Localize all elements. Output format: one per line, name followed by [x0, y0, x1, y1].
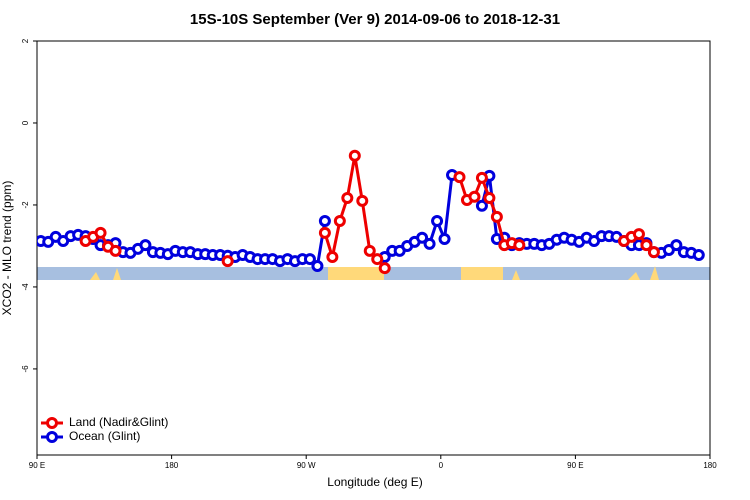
data-point — [333, 214, 346, 227]
data-point — [483, 191, 496, 204]
data-point — [326, 251, 339, 264]
data-point — [109, 244, 122, 257]
data-point — [431, 214, 444, 227]
data-point — [423, 237, 436, 250]
y-axis-label: XCO2 - MLO trend (ppm) — [0, 181, 14, 316]
data-point — [438, 232, 451, 245]
land-band — [328, 267, 384, 280]
data-point — [303, 253, 316, 266]
data-point — [468, 190, 481, 203]
data-point — [371, 253, 384, 266]
data-point — [475, 199, 488, 212]
x-tick-label: 0 — [439, 461, 444, 470]
data-point — [94, 226, 107, 239]
legend-marker — [46, 431, 58, 443]
data-point — [513, 239, 526, 252]
x-tick-label: 90 E — [29, 461, 45, 470]
legend-marker — [46, 417, 58, 429]
data-point — [139, 239, 152, 252]
data-point — [453, 171, 466, 184]
x-tick-label: 90 W — [297, 461, 316, 470]
data-point — [356, 194, 369, 207]
y-tick-label: -6 — [21, 365, 30, 373]
data-point — [378, 262, 391, 275]
plot-frame — [36, 40, 711, 456]
data-point — [341, 191, 354, 204]
data-point — [221, 255, 234, 268]
legend-label: Land (Nadir&Glint) — [69, 415, 168, 429]
data-point — [416, 231, 429, 244]
plot-area — [37, 149, 705, 275]
land-mask — [37, 266, 710, 280]
chart-title: 15S-10S September (Ver 9) 2014-09-06 to … — [190, 11, 560, 28]
data-point — [647, 246, 660, 259]
y-tick-label: 0 — [21, 120, 30, 125]
data-point — [490, 210, 503, 223]
data-point — [475, 171, 488, 184]
x-tick-label: 180 — [703, 461, 717, 470]
data-point — [348, 149, 361, 162]
data-point — [670, 239, 683, 252]
y-tick-label: -2 — [21, 201, 30, 209]
y-tick-label: 2 — [21, 38, 30, 43]
x-tick-label: 180 — [165, 461, 179, 470]
data-point — [363, 244, 376, 257]
data-point — [640, 239, 653, 252]
land-band — [461, 267, 503, 280]
data-point — [318, 214, 331, 227]
legend-label: Ocean (Glint) — [69, 429, 140, 443]
land-band — [90, 266, 659, 280]
data-point — [632, 228, 645, 241]
y-tick-label: -4 — [21, 283, 30, 291]
x-tick-label: 90 E — [567, 461, 583, 470]
data-point — [318, 226, 331, 239]
data-point — [692, 248, 705, 261]
data-point — [311, 260, 324, 273]
x-axis-label: Longitude (deg E) — [327, 475, 422, 489]
